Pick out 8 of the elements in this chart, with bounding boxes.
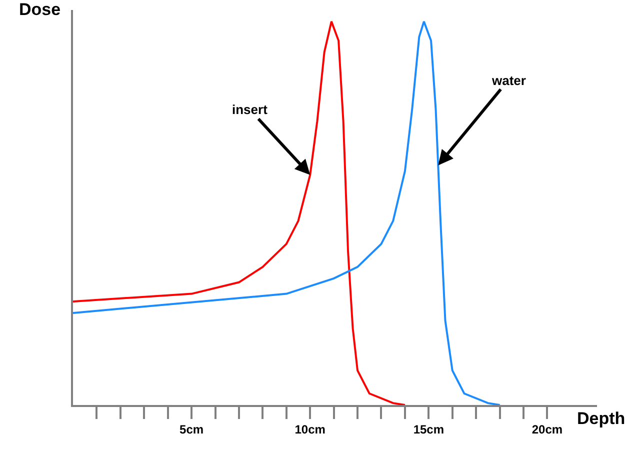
x-tick-label: 10cm xyxy=(294,422,326,436)
x-tick-label: 15cm xyxy=(413,422,444,436)
x-tick-label: 5cm xyxy=(180,422,204,436)
y-axis-title: Dose xyxy=(19,0,61,19)
annotation: water xyxy=(491,73,526,88)
x-axis-title: Depth xyxy=(577,409,626,428)
x-tick-label: 20cm xyxy=(532,422,563,436)
annotation: insert xyxy=(232,102,268,117)
